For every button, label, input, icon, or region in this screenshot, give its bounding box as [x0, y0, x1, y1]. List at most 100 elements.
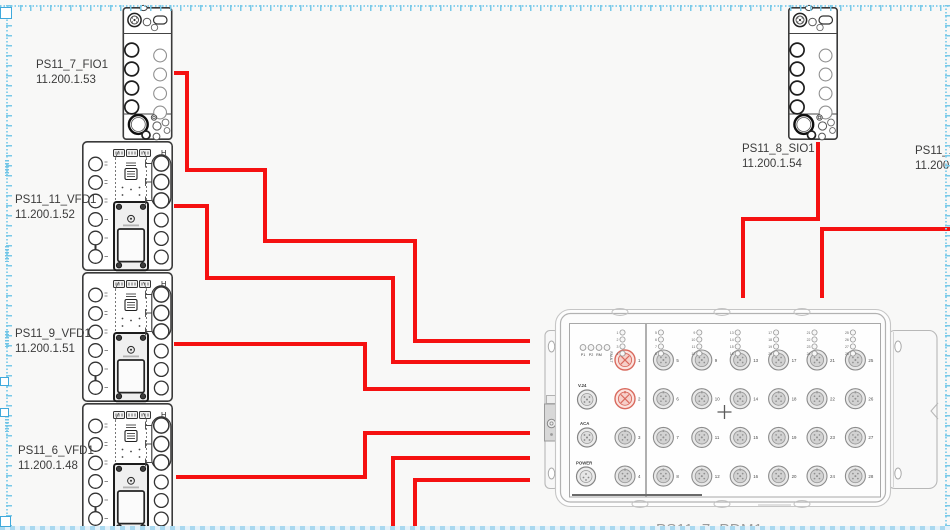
svg-text:25: 25 [868, 358, 873, 363]
label-vfd9: PS11_9_VFD1 11.200.1.51 [15, 328, 91, 355]
cable-right-down[interactable] [820, 227, 950, 298]
svg-text:2: 2 [617, 338, 619, 342]
svg-text:9: 9 [715, 358, 718, 363]
svg-text:4: 4 [638, 474, 641, 479]
svg-text:18: 18 [768, 338, 772, 342]
svg-text:1: 1 [617, 331, 619, 335]
device-ps11-6-vfd1[interactable]: H [82, 403, 173, 530]
svg-text:21: 21 [830, 358, 835, 363]
svg-text:13: 13 [730, 331, 734, 335]
svg-text:ACA: ACA [580, 421, 589, 426]
svg-text:21: 21 [807, 331, 811, 335]
svg-text:27: 27 [868, 435, 873, 440]
svg-text:16: 16 [753, 474, 758, 479]
h-marker: H [161, 279, 166, 288]
left-sockets [88, 418, 103, 526]
aca-connector: ACA [576, 421, 598, 448]
port-24: 24 24 [806, 350, 835, 487]
label-sio1: PS11_8_SIO1 11.200.1.54 [742, 143, 815, 170]
right-sockets [152, 155, 170, 209]
cable-vfd9-to-pdm[interactable] [174, 342, 530, 391]
cable-bottom-1-to-pdm[interactable] [391, 456, 530, 530]
svg-text:23: 23 [830, 435, 835, 440]
svg-text:14: 14 [753, 397, 758, 402]
left-sockets [88, 156, 103, 264]
svg-text:10: 10 [691, 338, 695, 342]
port-8: 88 [652, 350, 679, 487]
svg-text:18: 18 [792, 397, 797, 402]
device-ps11-8-sio1[interactable] [788, 4, 839, 141]
status-leds: P1 P2 RM FAULT [579, 344, 613, 363]
cable-bottom-2-to-pdm[interactable] [413, 478, 530, 530]
cable-sio1-down[interactable] [741, 142, 820, 298]
svg-text:20: 20 [792, 474, 797, 479]
svg-text:5: 5 [655, 331, 657, 335]
device-ps11-7-fio1[interactable] [122, 4, 173, 141]
bus-connector-icon [127, 12, 142, 28]
left-sockets [789, 42, 805, 115]
port-12: 12 12 [691, 350, 720, 487]
svg-text:22: 22 [830, 397, 835, 402]
right-sockets [818, 48, 833, 120]
svg-text:17: 17 [768, 331, 772, 335]
right-bracket [886, 329, 939, 490]
drive-insert [113, 332, 149, 403]
svg-text:9: 9 [693, 331, 695, 335]
drive-insert [113, 201, 149, 272]
svg-text:10: 10 [715, 397, 720, 402]
h-marker: H [161, 410, 166, 419]
svg-text:16: 16 [730, 352, 734, 356]
selection-dash-segment [4, 416, 9, 432]
svg-text:7: 7 [655, 345, 657, 349]
connector-icon [124, 429, 138, 443]
svg-text:20: 20 [768, 352, 772, 356]
cable-vfd11-to-pdm[interactable] [174, 204, 530, 364]
selection-border-top [0, 5, 950, 11]
svg-text:4: 4 [617, 352, 619, 356]
svg-text:27: 27 [845, 345, 849, 349]
svg-text:1: 1 [638, 358, 641, 363]
selection-handle-bottom-left[interactable] [0, 516, 11, 527]
svg-text:13: 13 [753, 358, 758, 363]
v24-connector: V.24 [576, 383, 598, 410]
left-sockets [88, 287, 103, 395]
svg-text:26: 26 [868, 397, 873, 402]
cable-fio1-to-pdm[interactable] [174, 71, 530, 343]
housing-clips [611, 308, 811, 508]
device-pdm-distribution-box[interactable]: P1 P2 RM FAULT V.24 ACA POWER [544, 308, 939, 508]
svg-text:24: 24 [830, 474, 835, 479]
port-14: 14 14 [729, 336, 759, 410]
svg-text:15: 15 [753, 435, 758, 440]
svg-text:28: 28 [868, 474, 873, 479]
selection-handle-top-left[interactable] [0, 7, 12, 19]
led-label-p2: P2 [589, 353, 594, 357]
port-23: 23 23 [806, 343, 835, 448]
selection-border-right [945, 5, 950, 530]
port-6: 66 [652, 336, 679, 410]
svg-text:POWER: POWER [576, 461, 593, 466]
svg-text:19: 19 [768, 345, 772, 349]
label-vfd11: PS11_11_VFD1 11.200.1.52 [15, 194, 97, 221]
selection-handle-left-mid[interactable] [0, 377, 9, 386]
device-ps11-11-vfd1[interactable]: H [82, 141, 174, 272]
power-socket-icon [793, 113, 815, 136]
connector-icon [124, 167, 138, 181]
label-vfd6: PS11_6_VFD1 11.200.1.48 [18, 445, 94, 472]
port-7: 77 [652, 343, 679, 448]
port-2: 22 [614, 336, 641, 410]
ports-grid: 1122334455667788991010111112121313141415… [614, 329, 874, 487]
svg-text:11: 11 [692, 345, 696, 349]
label-fio1: PS11_7_FIO1 11.200.1.53 [36, 59, 109, 86]
connector-icon [124, 298, 138, 312]
port-3: 33 [614, 343, 641, 448]
selection-dash-segment [4, 246, 9, 262]
selection-handle-left-mid-2[interactable] [0, 408, 9, 417]
device-ps11-9-vfd1[interactable]: H [82, 272, 174, 403]
svg-text:3: 3 [617, 345, 619, 349]
cable-vfd6-to-pdm[interactable] [176, 431, 530, 479]
